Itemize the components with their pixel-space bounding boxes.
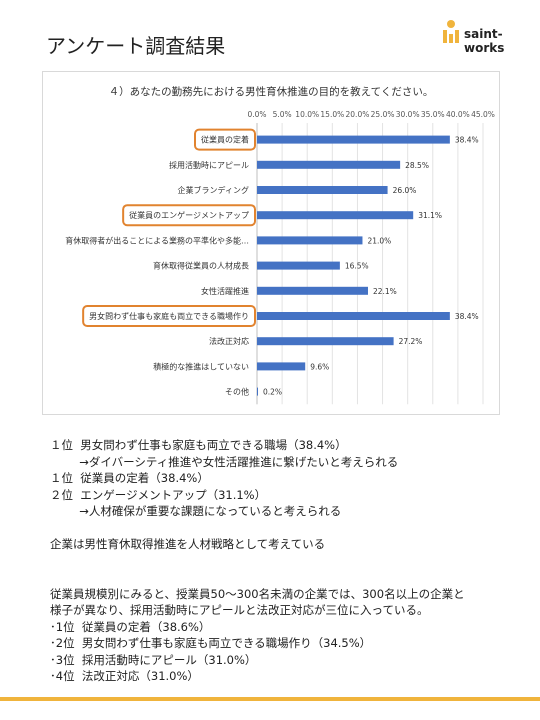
chart-title: ４）あなたの勤務先における男性育休推進の目的を教えてください。 bbox=[108, 86, 434, 98]
bar bbox=[257, 211, 414, 220]
bar bbox=[257, 236, 363, 245]
data-label: 9.6% bbox=[310, 362, 329, 371]
note-line: ･2位 男女問わず仕事も家庭も両立できる職場作り（34.5%） bbox=[50, 636, 372, 650]
category-label: 育休取得者が出ることによる業務の平準化や多能… bbox=[65, 235, 249, 245]
highlight-box bbox=[194, 128, 256, 151]
note-line: →ダイバーシティ推進や女性活躍推進に繋げたいと考えられる bbox=[50, 454, 399, 469]
x-tick-label: 5.0% bbox=[273, 110, 292, 119]
x-tick-label: 25.0% bbox=[371, 110, 395, 119]
note-line: ･4位 法改正対応（31.0%） bbox=[50, 669, 199, 683]
data-label: 38.4% bbox=[455, 136, 479, 145]
data-label: 21.0% bbox=[367, 236, 391, 245]
logo-text: saint-works bbox=[464, 27, 505, 55]
category-label: 女性活躍推進 bbox=[201, 286, 249, 296]
data-label: 38.4% bbox=[455, 312, 479, 321]
category-label: 積極的な推進はしていない bbox=[153, 361, 249, 371]
data-label: 0.2% bbox=[263, 388, 282, 397]
category-label: 企業ブランディング bbox=[178, 185, 249, 195]
x-tick-label: 0.0% bbox=[247, 110, 266, 119]
bar-chart: 0.0% 5.0% 10.0% 15.0% 20.0% 25.0% 30.0% 35.0% 40… bbox=[65, 110, 495, 405]
x-tick-label: 15.0% bbox=[320, 110, 344, 119]
bar bbox=[257, 337, 394, 346]
note-line: ２位 エンゲージメントアップ（31.1%） bbox=[50, 487, 267, 502]
category-label: 育休取得従業員の人材成長 bbox=[153, 261, 249, 271]
category-label: その他 bbox=[225, 387, 249, 397]
data-label: 27.2% bbox=[399, 337, 423, 346]
bar bbox=[257, 312, 450, 320]
logo-icon bbox=[443, 20, 459, 43]
note-line: →人材確保が重要な課題になっていると考えられる bbox=[50, 504, 342, 518]
logo bbox=[440, 18, 532, 48]
data-label: 31.1% bbox=[418, 211, 442, 220]
bar bbox=[257, 261, 340, 270]
note-line bbox=[50, 553, 465, 570]
x-tick-label: 45.0% bbox=[471, 110, 495, 119]
category-label: 男女問わず仕事も家庭も両立できる職場作り bbox=[89, 311, 249, 321]
data-label: 28.5% bbox=[405, 161, 429, 170]
x-tick-label: 35.0% bbox=[421, 110, 445, 119]
data-label: 16.5% bbox=[345, 262, 369, 271]
bottom-accent-bar bbox=[0, 697, 540, 701]
category-label: 従業員の定着 bbox=[201, 135, 249, 145]
chart-frame: ４）あなたの勤務先における男性育休推進の目的を教えてください。 0.0% 5.0%… bbox=[42, 71, 500, 415]
note-line bbox=[50, 520, 465, 537]
note-line: 従業員規模別にみると、授業員50～300名未満の企業では、300名以上の企業と bbox=[50, 586, 465, 601]
bar bbox=[257, 387, 259, 396]
highlight-box bbox=[82, 305, 256, 327]
bar bbox=[257, 160, 401, 169]
x-tick-label: 40.0% bbox=[446, 110, 470, 119]
category-label: 法改正対応 bbox=[209, 336, 249, 346]
note-line: ･3位 採用活動時にアピール（31.0%） bbox=[50, 652, 257, 667]
bar bbox=[257, 286, 368, 295]
data-label: 26.0% bbox=[393, 186, 417, 195]
highlight-box bbox=[122, 204, 256, 227]
note-line: １位 男女問わず仕事も家庭も両立できる職場（38.4%） bbox=[50, 438, 347, 452]
page-title: アンケート調査結果 bbox=[46, 34, 226, 58]
notes: １位 男女問わず仕事も家庭も両立できる職場（38.4%） →ダイバーシティ推進や… bbox=[50, 437, 465, 685]
note-line bbox=[50, 569, 465, 586]
x-tick-label: 20.0% bbox=[346, 110, 370, 119]
bar bbox=[257, 135, 450, 144]
note-line: 企業は男性育休取得推進を人材戦略として考えている bbox=[50, 537, 326, 551]
category-label: 従業員のエンゲージメントアップ bbox=[129, 210, 249, 220]
data-label: 22.1% bbox=[373, 287, 397, 296]
note-line: 様子が異なり、採用活動時にアピールと法改正対応が三位に入っている。 bbox=[50, 603, 429, 617]
x-tick-label: 30.0% bbox=[396, 110, 420, 119]
note-line: ･1位 従業員の定着（38.6%） bbox=[50, 619, 211, 634]
x-tick-label: 10.0% bbox=[295, 110, 319, 119]
category-label: 採用活動時にアピール bbox=[169, 160, 249, 170]
bar bbox=[257, 186, 388, 194]
note-line: １位 従業員の定着（38.4%） bbox=[50, 471, 209, 485]
bar bbox=[257, 362, 306, 371]
